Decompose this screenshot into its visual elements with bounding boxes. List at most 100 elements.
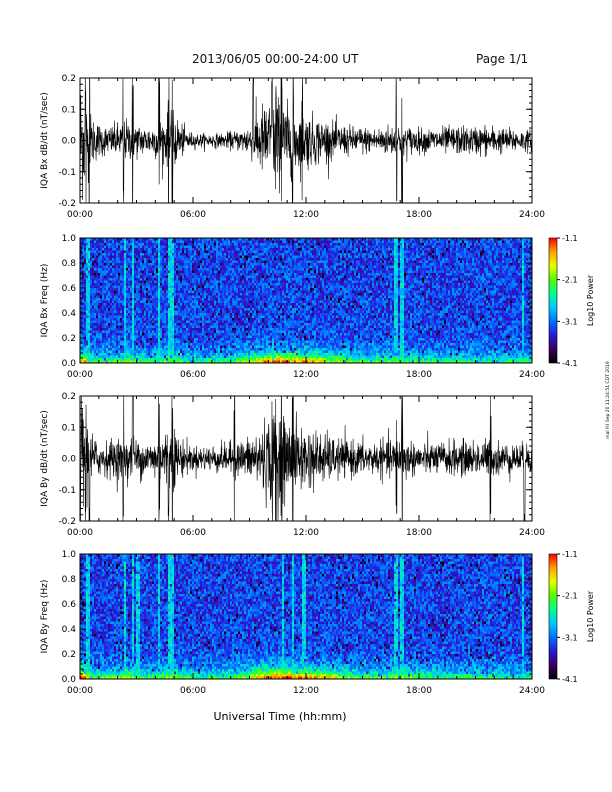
spectrogram-cell	[96, 298, 99, 301]
spectrogram-cell	[100, 278, 103, 281]
spectrogram-cell	[124, 320, 127, 324]
spectrogram-cell	[168, 278, 171, 281]
spectrogram-cell	[102, 350, 105, 354]
spectrogram-cell	[130, 360, 133, 364]
spectrogram-cell	[156, 268, 159, 271]
spectrogram-cell	[174, 260, 177, 264]
spectrogram-cell	[166, 298, 169, 301]
spectrogram-cell	[160, 345, 163, 349]
spectrogram-cell	[134, 248, 137, 251]
spectrogram-cell	[152, 338, 155, 341]
spectrogram-cell	[120, 328, 123, 331]
spectrogram-cell	[124, 333, 127, 336]
spectrogram-cell	[90, 315, 93, 319]
spectrogram-cell	[86, 268, 89, 271]
spectrogram-cell	[150, 355, 153, 359]
spectrogram-cell	[100, 315, 103, 319]
spectrogram-cell	[92, 325, 95, 329]
spectrogram-cell	[156, 325, 159, 329]
spectrogram-cell	[136, 300, 139, 304]
spectrogram-cell	[166, 293, 169, 296]
spectrogram-cell	[176, 340, 179, 344]
spectrogram-cell	[142, 290, 145, 294]
spectrogram-cell	[84, 255, 87, 259]
spectrogram-cell	[94, 358, 97, 361]
spectrogram-cell	[118, 260, 121, 264]
spectrogram-cell	[174, 333, 177, 336]
spectrogram-cell	[108, 280, 111, 284]
spectrogram-cell	[100, 290, 103, 294]
spectrogram-cell	[134, 258, 137, 261]
spectrogram-cell	[84, 253, 87, 256]
spectrogram-cell	[112, 285, 115, 289]
spectrogram-cell	[88, 275, 91, 279]
spectrogram-cell	[128, 310, 131, 314]
x-tick-label: 00:00	[67, 210, 93, 220]
spectrogram-cell	[110, 350, 113, 354]
spectrogram-cell	[134, 268, 137, 271]
spectrogram-cell	[86, 300, 89, 304]
spectrogram-cell	[92, 360, 95, 364]
spectrogram-cell	[144, 330, 147, 334]
spectrogram-cell	[98, 283, 101, 286]
spectrogram-cell	[144, 348, 147, 351]
spectrogram-cell	[134, 308, 137, 311]
spectrogram-cell	[94, 275, 97, 279]
spectrogram-cell	[150, 260, 153, 264]
spectrogram-cell	[114, 305, 117, 309]
spectrogram-cell	[106, 350, 109, 354]
spectrogram-cell	[154, 250, 157, 254]
spectrogram-cell	[144, 288, 147, 291]
spectrogram-cell	[130, 263, 133, 266]
spectrogram-cell	[116, 328, 119, 331]
spectrogram-cell	[158, 338, 161, 341]
spectrogram-cell	[110, 268, 113, 271]
spectrogram-cell	[152, 300, 155, 304]
spectrogram-cell	[170, 298, 173, 301]
spectrogram-cell	[128, 263, 131, 266]
spectrogram-cell	[174, 358, 177, 361]
spectrogram-cell	[146, 258, 149, 261]
spectrogram-cell	[124, 278, 127, 281]
spectrogram-cell	[182, 273, 185, 276]
spectrogram-cell	[88, 303, 91, 306]
spectrogram-cell	[80, 268, 83, 271]
spectrogram-cell	[124, 343, 127, 346]
spectrogram-cell	[136, 303, 139, 306]
spectrogram-cell	[114, 298, 117, 301]
spectrogram-cell	[178, 258, 181, 261]
spectrogram-cell	[142, 330, 145, 334]
spectrogram-cell	[114, 238, 117, 241]
spectrogram-cell	[176, 263, 179, 266]
spectrogram-cell	[120, 350, 123, 354]
spectrogram-cell	[168, 330, 171, 334]
spectrogram-cell	[130, 328, 133, 331]
spectrogram-cell	[150, 245, 153, 249]
spectrogram-cell	[130, 310, 133, 314]
spectrogram-cell	[92, 293, 95, 296]
spectrogram-cell	[140, 358, 143, 361]
spectrogram-cell	[88, 348, 91, 351]
spectrogram-cell	[118, 343, 121, 346]
spectrogram-cell	[86, 313, 89, 316]
spectrogram-cell	[128, 295, 131, 299]
spectrogram-cell	[140, 315, 143, 319]
spectrogram-cell	[150, 358, 153, 361]
spectrogram-cell	[170, 335, 173, 339]
spectrogram-cell	[96, 345, 99, 349]
spectrogram-cell	[116, 263, 119, 266]
spectrogram-cell	[174, 263, 177, 266]
spectrogram-cell	[144, 245, 147, 249]
spectrogram-cell	[84, 308, 87, 311]
spectrogram-cell	[166, 358, 169, 361]
spectrogram-cell	[158, 265, 161, 269]
spectrogram-cell	[160, 343, 163, 346]
spectrogram-cell	[90, 245, 93, 249]
spectrogram-cell	[98, 358, 101, 361]
spectrogram-cell	[110, 298, 113, 301]
spectrogram-cell	[176, 253, 179, 256]
spectrogram-cell	[114, 345, 117, 349]
spectrogram-cell	[126, 265, 129, 269]
spectrogram-cell	[180, 250, 183, 254]
spectrogram-cell	[110, 343, 113, 346]
